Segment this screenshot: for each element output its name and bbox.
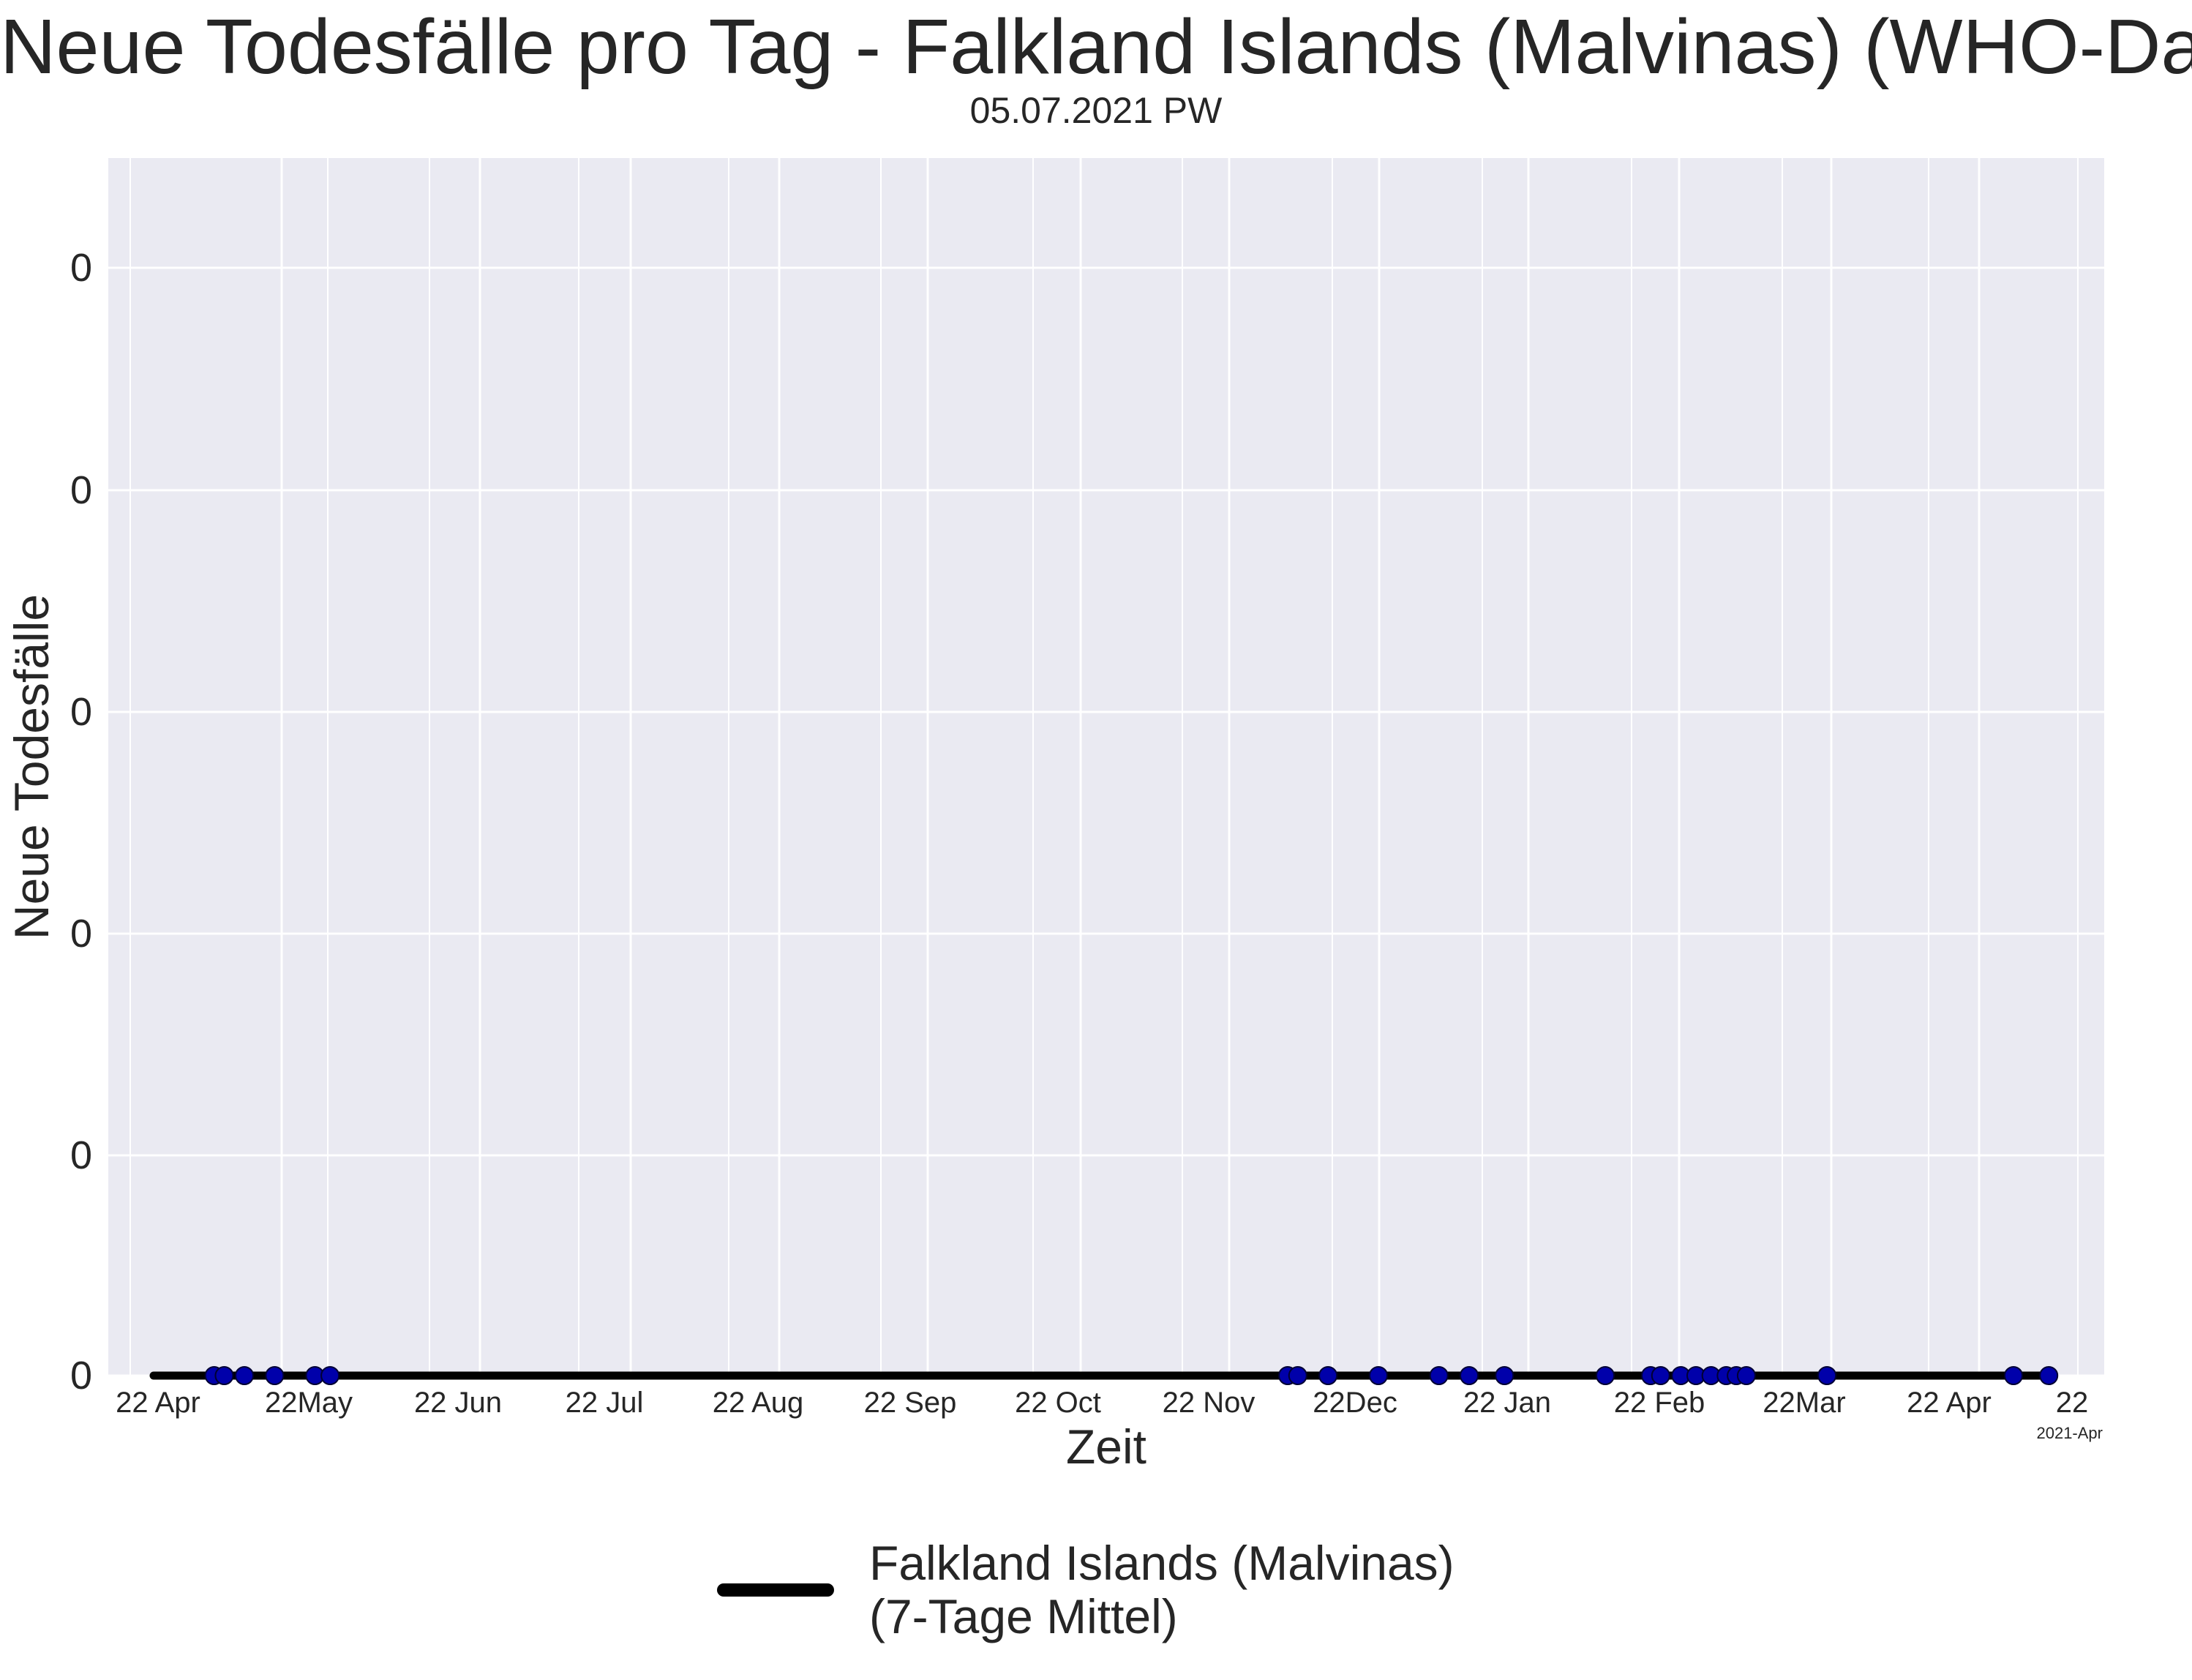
x-axis-label: Zeit [1066, 1420, 1146, 1474]
x-tick-labels: 22 Apr 22May 22 Jun 22 Jul 22 Aug 22 Sep 22 Oc… [116, 1387, 2088, 1419]
x-tick-label: 22 Oct [1015, 1387, 1101, 1419]
y-tick-label: 0 [70, 690, 92, 734]
data-point [1736, 1366, 1756, 1385]
data-series [149, 1366, 2059, 1385]
x-tick-label: 22Dec [1313, 1387, 1397, 1419]
data-point [1495, 1366, 1514, 1385]
x-tick-label: 22May [265, 1387, 353, 1419]
legend: Falkland Islands (Malvinas) (7-Tage Mitt… [717, 1537, 1455, 1643]
x-tick-label: 22 Sep [864, 1387, 957, 1419]
x-tick-label: 22 Jun [414, 1387, 502, 1419]
data-point [2004, 1366, 2023, 1385]
data-point [320, 1366, 340, 1385]
x-tick-label: 22 Jul [566, 1387, 644, 1419]
x-tick-label: 22 Apr [1907, 1387, 1992, 1419]
chart-subtitle: 05.07.2021 PW [969, 90, 1223, 131]
legend-label: Falkland Islands (Malvinas) (7-Tage Mitt… [869, 1537, 1455, 1643]
data-point [1651, 1366, 1670, 1385]
data-point [1429, 1366, 1449, 1385]
legend-label-line1: Falkland Islands (Malvinas) [869, 1536, 1455, 1590]
legend-label-line2: (7-Tage Mittel) [869, 1589, 1178, 1643]
data-point [1288, 1366, 1307, 1385]
chart-title: Neue Todesfälle pro Tag - Falkland Islan… [0, 4, 2192, 90]
y-tick-label: 0 [70, 246, 92, 290]
data-point [1369, 1366, 1388, 1385]
data-point [214, 1366, 234, 1385]
data-point [235, 1366, 254, 1385]
y-tick-labels: 0 0 0 0 0 0 [70, 246, 92, 1398]
x-tick-label: 22 Feb [1614, 1387, 1705, 1419]
data-point [265, 1366, 285, 1385]
y-tick-label: 0 [70, 1354, 92, 1398]
x-tick-label: 22 Jan [1463, 1387, 1551, 1419]
x-axis-corner-label: 2021-Apr [2036, 1424, 2103, 1442]
y-tick-label: 0 [70, 912, 92, 956]
data-point [1460, 1366, 1479, 1385]
x-tick-label: 22 [2056, 1387, 2089, 1419]
plot-area [108, 158, 2104, 1376]
y-tick-label: 0 [70, 1133, 92, 1177]
data-point [1596, 1366, 1615, 1385]
y-axis-label: Neue Todesfälle [4, 594, 59, 940]
data-point [2039, 1366, 2059, 1385]
data-point [1817, 1366, 1837, 1385]
y-tick-label: 0 [70, 468, 92, 512]
x-tick-label: 22 Apr [116, 1387, 200, 1419]
x-tick-label: 22 Aug [713, 1387, 804, 1419]
legend-line-swatch [717, 1583, 834, 1597]
x-tick-label: 22 Nov [1163, 1387, 1255, 1419]
x-tick-label: 22Mar [1763, 1387, 1845, 1419]
data-point [1318, 1366, 1338, 1385]
